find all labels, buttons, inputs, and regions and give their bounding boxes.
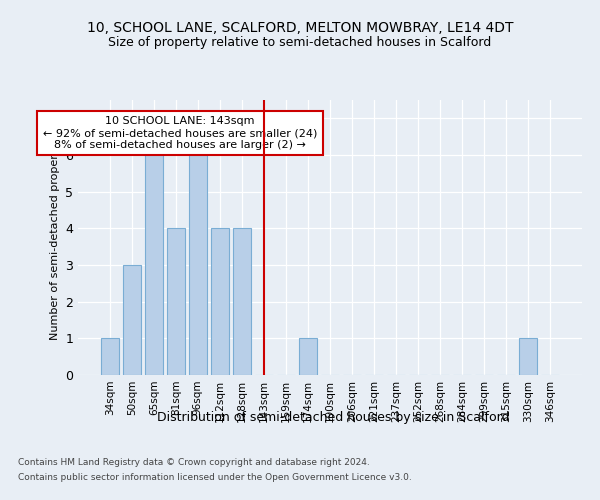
Bar <box>520 338 537 375</box>
Text: Contains HM Land Registry data © Crown copyright and database right 2024.: Contains HM Land Registry data © Crown c… <box>18 458 370 467</box>
Text: 10, SCHOOL LANE, SCALFORD, MELTON MOWBRAY, LE14 4DT: 10, SCHOOL LANE, SCALFORD, MELTON MOWBRA… <box>87 20 513 34</box>
Bar <box>167 228 185 375</box>
Bar <box>299 338 317 375</box>
Text: Contains public sector information licensed under the Open Government Licence v3: Contains public sector information licen… <box>18 473 412 482</box>
Bar <box>123 265 140 375</box>
Bar <box>189 118 206 375</box>
Text: 10 SCHOOL LANE: 143sqm
← 92% of semi-detached houses are smaller (24)
8% of semi: 10 SCHOOL LANE: 143sqm ← 92% of semi-det… <box>43 116 317 150</box>
Text: Size of property relative to semi-detached houses in Scalford: Size of property relative to semi-detach… <box>109 36 491 49</box>
Bar <box>145 118 163 375</box>
Y-axis label: Number of semi-detached properties: Number of semi-detached properties <box>50 134 59 340</box>
Bar <box>211 228 229 375</box>
Text: Distribution of semi-detached houses by size in Scalford: Distribution of semi-detached houses by … <box>157 411 509 424</box>
Bar <box>101 338 119 375</box>
Bar <box>233 228 251 375</box>
